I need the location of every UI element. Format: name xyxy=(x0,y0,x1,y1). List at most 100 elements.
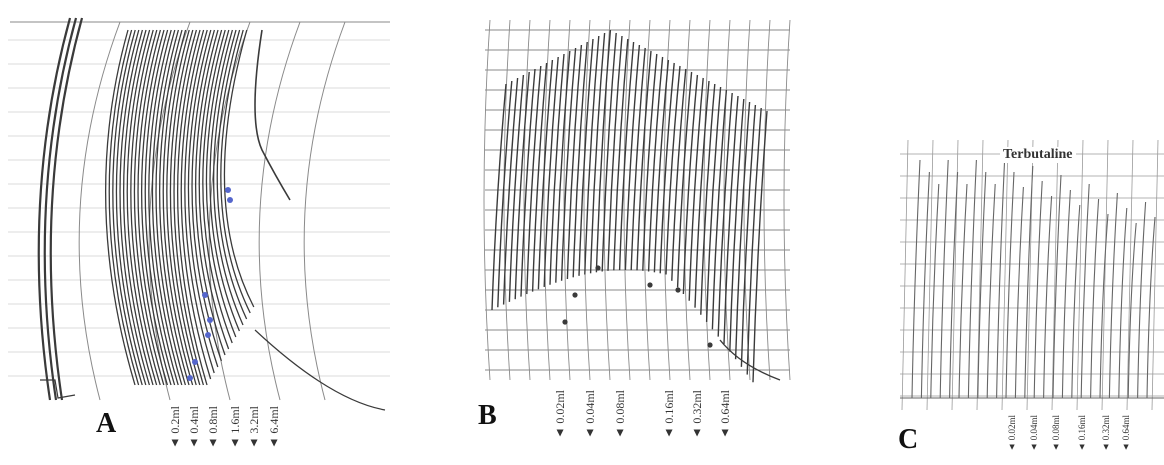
contraction-trace xyxy=(520,68,536,297)
dose-dot xyxy=(225,187,231,193)
recording-panel-a xyxy=(0,0,390,465)
contraction-trace xyxy=(37,17,72,401)
contraction-trace xyxy=(729,98,745,352)
dose-label: ▲ 0.16ml xyxy=(662,390,676,441)
contraction-trace xyxy=(194,29,226,356)
contraction-trace xyxy=(526,65,542,295)
contraction-trace xyxy=(115,29,147,386)
contraction-trace xyxy=(155,29,187,386)
contraction-trace xyxy=(595,29,612,273)
dose-label: ▲ 0.32ml xyxy=(1101,415,1111,453)
contraction-trace xyxy=(177,29,208,386)
time-arc xyxy=(208,21,251,401)
contraction-trace xyxy=(1033,180,1043,399)
contraction-trace xyxy=(671,68,687,281)
dose-dot xyxy=(192,359,198,365)
time-arc xyxy=(303,21,346,401)
contraction-trace xyxy=(734,101,751,360)
baseline-trace xyxy=(254,329,386,411)
contraction-trace xyxy=(977,171,987,399)
contraction-trace xyxy=(752,110,768,383)
contraction-trace xyxy=(613,38,629,271)
grid-line xyxy=(643,19,651,381)
contraction-trace xyxy=(184,29,215,374)
dose-dot xyxy=(707,342,713,348)
contraction-trace xyxy=(1024,165,1034,399)
contraction-trace xyxy=(1014,186,1024,399)
contraction-trace xyxy=(996,159,1006,399)
contraction-trace xyxy=(1080,183,1090,399)
contraction-trace xyxy=(1146,216,1156,399)
grid-line xyxy=(1076,140,1084,410)
grid-line xyxy=(543,19,551,381)
contraction-trace xyxy=(209,29,240,332)
contraction-trace xyxy=(967,159,977,399)
contraction-trace xyxy=(169,29,201,386)
contraction-trace xyxy=(126,29,158,386)
contraction-trace xyxy=(119,29,151,386)
contraction-trace xyxy=(1061,189,1071,399)
contraction-trace xyxy=(711,89,728,330)
contraction-trace xyxy=(566,44,583,279)
contraction-trace xyxy=(148,29,179,386)
dose-label: ▲ 6.4ml xyxy=(267,406,281,451)
grid-line xyxy=(901,140,909,410)
panel-label-c: C xyxy=(898,424,919,455)
contraction-trace xyxy=(1090,198,1100,399)
contraction-trace xyxy=(198,29,230,350)
contraction-trace xyxy=(717,92,733,337)
dose-dot xyxy=(202,292,208,298)
contraction-trace xyxy=(166,29,197,386)
contraction-trace xyxy=(624,44,641,271)
contraction-trace xyxy=(920,171,930,399)
baseline-trace xyxy=(40,379,76,399)
contraction-trace xyxy=(216,29,248,320)
grid-line xyxy=(1051,140,1059,410)
contraction-trace xyxy=(584,35,600,275)
dose-label: ▲ 3.2ml xyxy=(247,406,261,451)
grid-line xyxy=(783,19,791,381)
grid-line xyxy=(523,19,531,381)
contraction-trace xyxy=(688,77,704,301)
dose-dot xyxy=(205,332,211,338)
time-arc xyxy=(78,21,121,401)
contraction-trace xyxy=(636,50,652,271)
contraction-trace xyxy=(105,29,136,386)
contraction-trace xyxy=(502,77,519,305)
kymograph-trace-b xyxy=(483,19,791,383)
contraction-trace xyxy=(1071,204,1081,399)
contraction-trace xyxy=(1118,207,1128,399)
contraction-trace xyxy=(1127,222,1137,399)
panel-label-a: A xyxy=(96,408,117,439)
grid-line xyxy=(926,140,934,410)
contraction-trace xyxy=(151,29,183,386)
contraction-trace xyxy=(694,80,710,308)
baseline-trace xyxy=(719,339,781,381)
dose-label: ▲ 0.4ml xyxy=(187,406,201,451)
contraction-trace xyxy=(1052,174,1062,399)
dose-dot xyxy=(595,265,601,271)
grid-line xyxy=(483,19,491,381)
dose-dot xyxy=(562,319,568,325)
contraction-trace xyxy=(531,62,548,292)
contraction-trace xyxy=(141,29,172,386)
contraction-trace xyxy=(514,71,530,300)
dose-label: ▲ 0.04ml xyxy=(1029,415,1039,453)
dose-label: ▲ 0.64ml xyxy=(1121,415,1131,453)
contraction-trace xyxy=(254,29,291,201)
kymograph-trace-c xyxy=(900,140,1164,410)
grid-line xyxy=(1151,140,1159,410)
grid-line xyxy=(703,19,711,381)
contraction-trace xyxy=(705,86,722,322)
grid-line xyxy=(1101,140,1109,410)
contraction-trace xyxy=(112,29,143,386)
contraction-trace xyxy=(43,17,78,401)
contraction-trace xyxy=(601,32,617,272)
dose-dot xyxy=(675,287,681,293)
contraction-trace xyxy=(665,65,681,275)
contraction-trace xyxy=(740,104,757,367)
contraction-trace xyxy=(700,83,716,315)
contraction-trace xyxy=(137,29,169,386)
time-arc xyxy=(258,21,301,401)
contraction-trace xyxy=(162,29,194,386)
